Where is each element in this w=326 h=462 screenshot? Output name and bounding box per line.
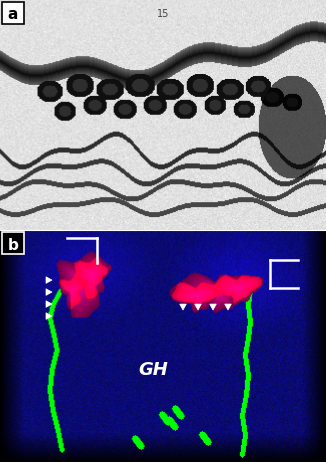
Polygon shape bbox=[46, 313, 52, 319]
Bar bbox=[2, 232, 24, 254]
Polygon shape bbox=[46, 277, 52, 283]
Text: 15: 15 bbox=[157, 9, 169, 19]
Bar bbox=[2, 2, 24, 24]
Polygon shape bbox=[46, 301, 52, 307]
Text: b: b bbox=[7, 237, 19, 253]
Polygon shape bbox=[225, 304, 231, 310]
Polygon shape bbox=[180, 304, 186, 310]
Polygon shape bbox=[210, 304, 216, 310]
Polygon shape bbox=[195, 304, 201, 310]
Text: GH: GH bbox=[138, 361, 168, 379]
Text: a: a bbox=[8, 7, 18, 22]
Polygon shape bbox=[46, 289, 52, 295]
